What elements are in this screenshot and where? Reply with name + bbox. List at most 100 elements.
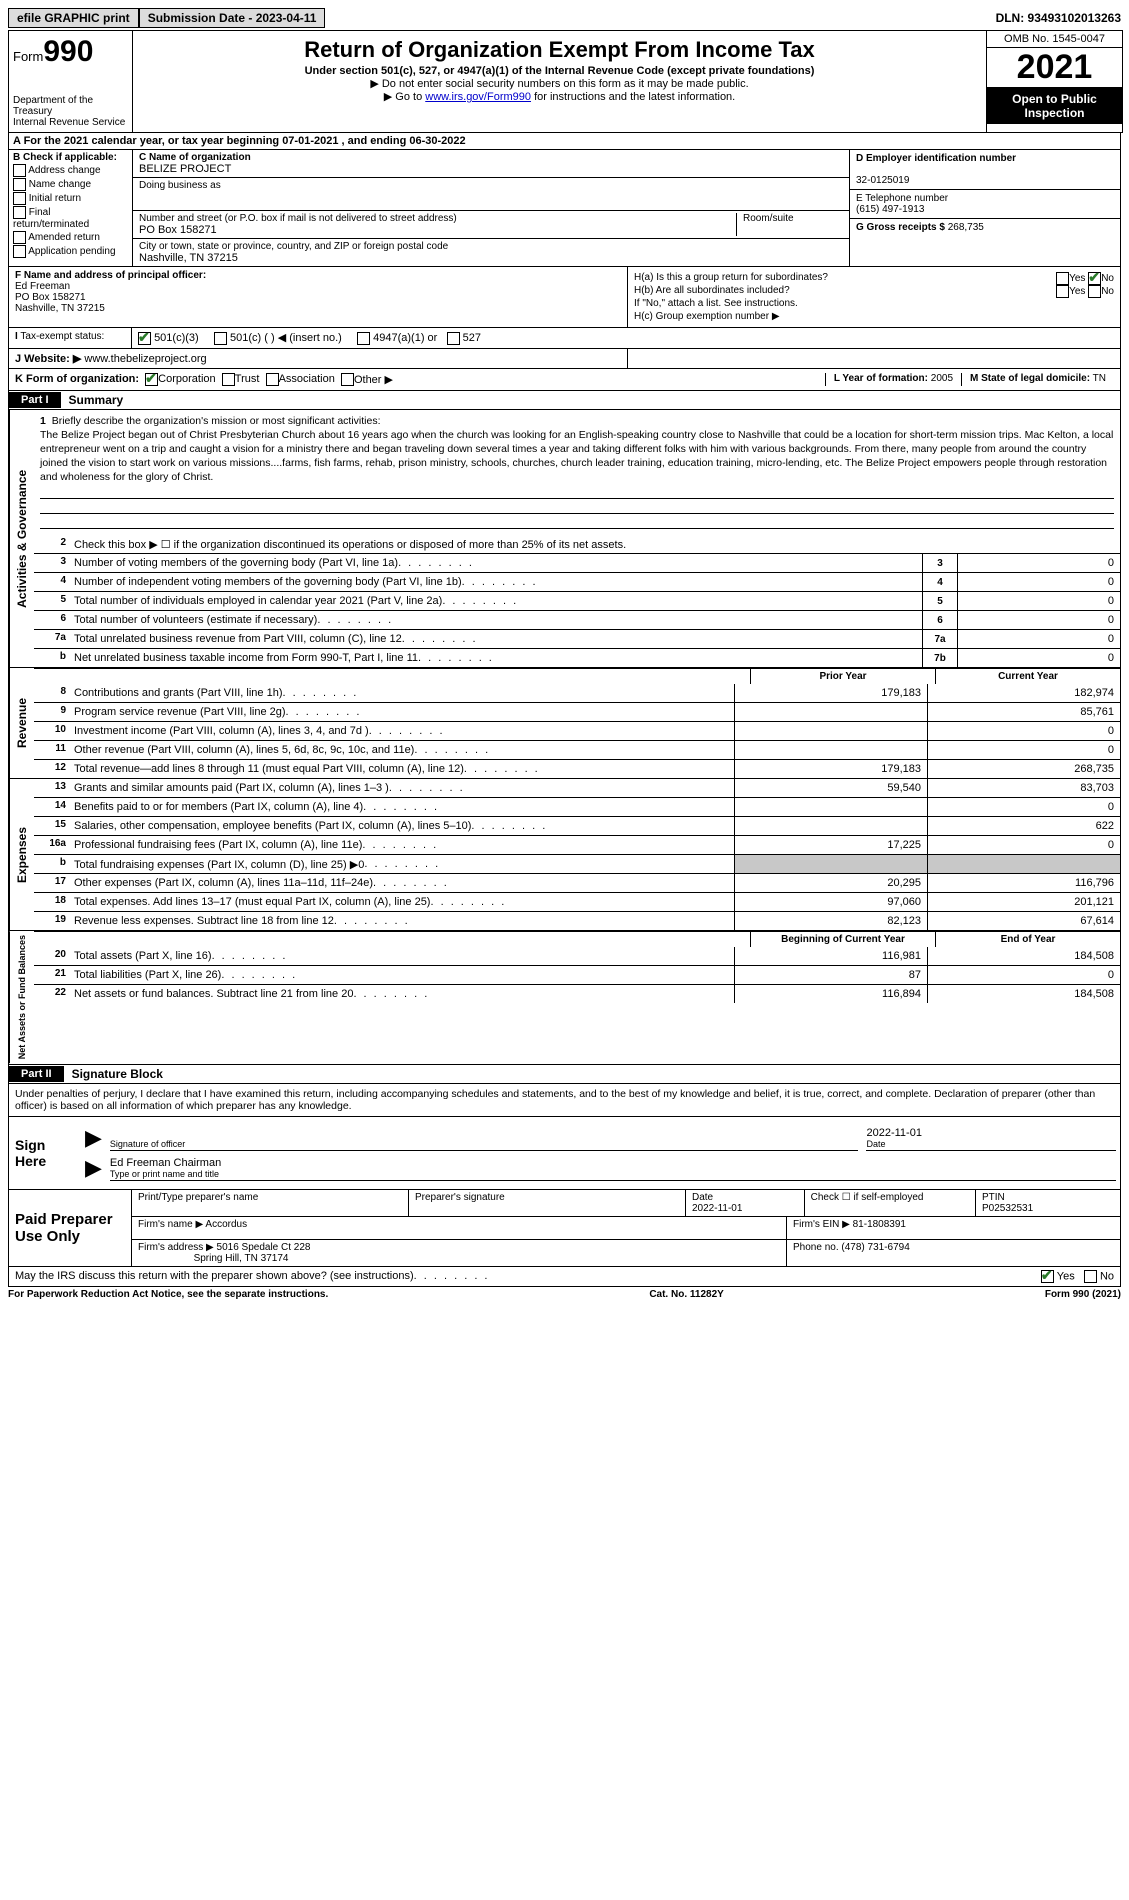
- cb-501c[interactable]: [214, 332, 227, 345]
- gov-line: 4 Number of independent voting members o…: [34, 572, 1120, 591]
- cb-address-change[interactable]: Address change: [13, 164, 128, 177]
- dept-treasury: Department of the Treasury: [13, 95, 128, 117]
- current-year-header: Current Year: [935, 669, 1120, 684]
- f-label: F Name and address of principal officer:: [15, 270, 206, 281]
- row-k-form-org: K Form of organization: Corporation Trus…: [8, 369, 1121, 391]
- data-line: 11 Other revenue (Part VIII, column (A),…: [34, 740, 1120, 759]
- cb-assoc[interactable]: [266, 373, 279, 386]
- vlabel-governance: Activities & Governance: [9, 410, 34, 668]
- org-name-label: C Name of organization: [139, 152, 251, 163]
- hb-no[interactable]: [1088, 285, 1101, 298]
- cb-name-change[interactable]: Name change: [13, 178, 128, 191]
- ha-no[interactable]: [1088, 272, 1101, 285]
- discuss-no[interactable]: [1084, 1270, 1097, 1283]
- hb-label: H(b) Are all subordinates included?: [634, 285, 790, 296]
- form-title: Return of Organization Exempt From Incom…: [137, 37, 982, 63]
- cb-other[interactable]: [341, 373, 354, 386]
- firm-phone-label: Phone no.: [793, 1242, 839, 1253]
- gov-line: 7a Total unrelated business revenue from…: [34, 629, 1120, 648]
- col-b-label: B Check if applicable:: [13, 152, 117, 163]
- cb-corp[interactable]: [145, 373, 158, 386]
- paid-preparer-block: Paid Preparer Use Only Print/Type prepar…: [8, 1190, 1121, 1267]
- discuss-yes[interactable]: [1041, 1270, 1054, 1283]
- data-line: 18 Total expenses. Add lines 13–17 (must…: [34, 892, 1120, 911]
- room-label: Room/suite: [743, 213, 794, 224]
- gov-line: 6 Total number of volunteers (estimate i…: [34, 610, 1120, 629]
- l-value: 2005: [931, 373, 953, 384]
- part2-title: Signature Block: [64, 1065, 171, 1083]
- data-line: 17 Other expenses (Part IX, column (A), …: [34, 873, 1120, 892]
- prior-year-header: Prior Year: [750, 669, 935, 684]
- l-label: L Year of formation:: [834, 373, 928, 384]
- sig-arrow-icon: ▶: [85, 1125, 102, 1151]
- part1-header-row: Part I Summary: [8, 391, 1121, 410]
- firm-name: Accordus: [205, 1219, 247, 1230]
- row-a-tax-year: A For the 2021 calendar year, or tax yea…: [8, 133, 1121, 150]
- cb-527[interactable]: [447, 332, 460, 345]
- gross-value: 268,735: [948, 222, 984, 233]
- gross-label: G Gross receipts $: [856, 222, 945, 233]
- cb-final-return[interactable]: Final return/terminated: [13, 206, 128, 230]
- data-line: 9 Program service revenue (Part VIII, li…: [34, 702, 1120, 721]
- main-info-block: B Check if applicable: Address change Na…: [8, 150, 1121, 267]
- h-group-return: H(a) Is this a group return for subordin…: [627, 267, 1120, 327]
- signature-block: Under penalties of perjury, I declare th…: [8, 1084, 1121, 1190]
- open-to-public: Open to Public Inspection: [987, 88, 1122, 124]
- col-d-ids: D Employer identification number 32-0125…: [849, 150, 1120, 266]
- data-line: 19 Revenue less expenses. Subtract line …: [34, 911, 1120, 930]
- data-line: 22 Net assets or fund balances. Subtract…: [34, 984, 1120, 1003]
- expenses-section: Expenses 13 Grants and similar amounts p…: [8, 779, 1121, 931]
- row-i-tax-status: I Tax-exempt status: 501(c)(3) 501(c) ( …: [8, 328, 1121, 349]
- discuss-row: May the IRS discuss this return with the…: [8, 1267, 1121, 1287]
- efile-badge: efile GRAPHIC print: [8, 8, 139, 28]
- sig-name-title: Ed Freeman Chairman: [110, 1157, 1116, 1169]
- f-addr1: PO Box 158271: [15, 292, 86, 303]
- cb-amended-return[interactable]: Amended return: [13, 231, 128, 244]
- irs-link[interactable]: www.irs.gov/Form990: [425, 91, 531, 103]
- f-name: Ed Freeman: [15, 281, 70, 292]
- hb-yes[interactable]: [1056, 285, 1069, 298]
- gov-line: 2 Check this box ▶ ☐ if the organization…: [34, 535, 1120, 553]
- row-a-text: A For the 2021 calendar year, or tax yea…: [13, 135, 466, 147]
- sig-officer-label: Signature of officer: [110, 1139, 185, 1149]
- gov-line: 3 Number of voting members of the govern…: [34, 553, 1120, 572]
- data-line: 16a Professional fundraising fees (Part …: [34, 835, 1120, 854]
- street-label: Number and street (or P.O. box if mail i…: [139, 213, 457, 224]
- data-line: 13 Grants and similar amounts paid (Part…: [34, 779, 1120, 797]
- discuss-question: May the IRS discuss this return with the…: [15, 1270, 414, 1282]
- cb-4947[interactable]: [357, 332, 370, 345]
- ein-value: 32-0125019: [856, 175, 909, 186]
- ptin-value: P02532531: [982, 1203, 1033, 1214]
- pycy-header: Prior Year Current Year: [34, 668, 1120, 684]
- gov-line: b Net unrelated business taxable income …: [34, 648, 1120, 667]
- cb-initial-return[interactable]: Initial return: [13, 192, 128, 205]
- end-year-header: End of Year: [935, 932, 1120, 947]
- sig-arrow-icon-2: ▶: [85, 1155, 102, 1181]
- row-j-website: J Website: ▶ www.thebelizeproject.org: [8, 349, 1121, 369]
- city-label: City or town, state or province, country…: [139, 241, 448, 252]
- m-value: TN: [1093, 373, 1106, 384]
- gov-line: 5 Total number of individuals employed i…: [34, 591, 1120, 610]
- firm-addr1: 5016 Spedale Ct 228: [217, 1242, 311, 1253]
- sig-date: 2022-11-01: [866, 1127, 1116, 1139]
- firm-ein-label: Firm's EIN ▶: [793, 1219, 850, 1230]
- part1-badge: Part I: [9, 392, 61, 408]
- activities-governance-section: Activities & Governance 1 Briefly descri…: [8, 410, 1121, 669]
- i-label: Tax-exempt status:: [20, 331, 104, 342]
- cat-no: Cat. No. 11282Y: [649, 1289, 723, 1300]
- begin-year-header: Beginning of Current Year: [750, 932, 935, 947]
- vlabel-expenses: Expenses: [9, 779, 34, 930]
- pra-notice: For Paperwork Reduction Act Notice, see …: [8, 1289, 328, 1300]
- cb-501c3[interactable]: [138, 332, 151, 345]
- ha-yes[interactable]: [1056, 272, 1069, 285]
- submission-date-badge: Submission Date - 2023-04-11: [139, 8, 326, 28]
- hb-note: If "No," attach a list. See instructions…: [634, 298, 1114, 309]
- pp-date-label: Date: [692, 1192, 713, 1203]
- cb-application-pending[interactable]: Application pending: [13, 245, 128, 258]
- irs-label: Internal Revenue Service: [13, 117, 128, 128]
- mission-text: The Belize Project began out of Christ P…: [40, 429, 1113, 484]
- data-line: 8 Contributions and grants (Part VIII, l…: [34, 684, 1120, 702]
- hc-label: H(c) Group exemption number ▶: [634, 311, 1114, 322]
- cb-trust[interactable]: [222, 373, 235, 386]
- col-b-checkboxes: B Check if applicable: Address change Na…: [9, 150, 133, 266]
